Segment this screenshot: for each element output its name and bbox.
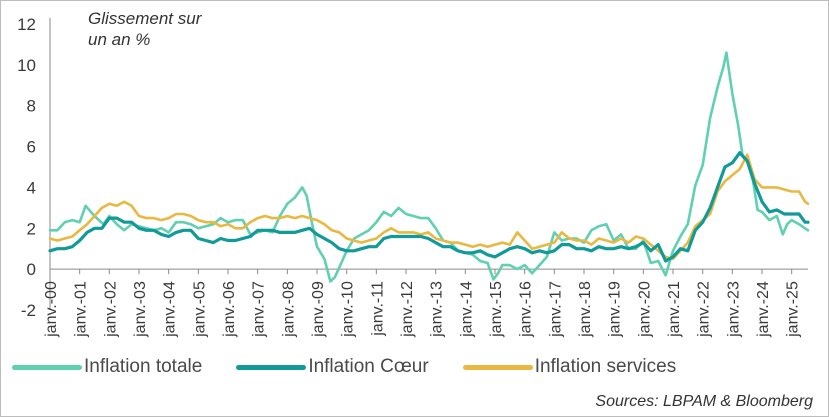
x-tick-label: janv.-01 [73,281,90,338]
x-tick-label: janv.-07 [251,281,268,338]
y-tick-label: 4 [27,178,36,197]
series-lines [48,51,810,283]
x-tick-label: janv.-02 [102,281,119,338]
legend-swatch-totale [12,364,82,370]
x-tick-label: janv.-03 [132,281,149,338]
y-tick-label: 8 [27,97,36,116]
legend-item-coeur: Inflation Cœur [236,356,429,378]
x-tick-label: janv.-20 [636,281,653,338]
chart-annotation: Glissement sur un an % [88,9,202,49]
legend-label-totale: Inflation totale [84,356,203,377]
x-tick-label: janv.-23 [725,281,742,338]
x-tick-label: janv.-15 [488,281,505,338]
x-tick-label: janv.-12 [399,281,416,338]
y-tick-label: 6 [27,138,36,157]
x-tick-label: janv.-19 [607,281,624,338]
series-line-services [48,153,810,261]
y-tick-label: 12 [17,15,36,34]
legend-item-services: Inflation services [462,356,677,378]
x-tick-label: janv.-16 [518,281,535,338]
legend-swatch-coeur [236,364,307,370]
legend-label-coeur: Inflation Cœur [308,356,429,377]
x-tick-label: janv.-05 [191,281,208,338]
x-tick-label: janv.-04 [162,281,179,338]
x-tick-label: janv.-18 [577,281,594,338]
y-axis: -2 0 2 4 6 8 10 12 [17,15,51,320]
legend-item-totale: Inflation totale [12,356,202,378]
y-tick-label: -2 [21,301,36,320]
x-tick-label: janv.-11 [369,281,386,337]
legend-swatch-services [462,364,533,370]
x-tick-label: janv.-25 [785,281,802,338]
x-tick-label: janv.-08 [280,281,297,338]
legend-label-services: Inflation services [534,356,677,377]
x-tick-label: janv.-09 [310,281,327,338]
x-tick-label: janv.-06 [221,281,238,338]
x-tick-label: janv.-10 [340,281,357,338]
y-tick-label: 0 [27,260,36,279]
source-note: Sources: LBPAM & Bloomberg [595,393,813,410]
y-tick-label: 10 [17,56,36,75]
series-line-totale [48,51,810,283]
legend: Inflation totale Inflation Cœur Inflatio… [12,356,710,378]
x-axis: janv.-00 janv.-01 janv.-02 janv.-03 janv.-04… [43,268,808,338]
x-tick-label: janv.-22 [696,281,713,338]
series-line-coeur [48,151,810,263]
x-tick-label: janv.-24 [755,281,772,338]
x-tick-label: janv.-21 [666,281,683,338]
x-tick-label: janv.-14 [458,281,475,338]
y-tick-label: 2 [27,219,36,238]
x-tick-label: janv.-13 [429,281,446,338]
x-tick-label: janv.-00 [43,281,60,338]
x-tick-label: janv.-17 [547,281,564,338]
